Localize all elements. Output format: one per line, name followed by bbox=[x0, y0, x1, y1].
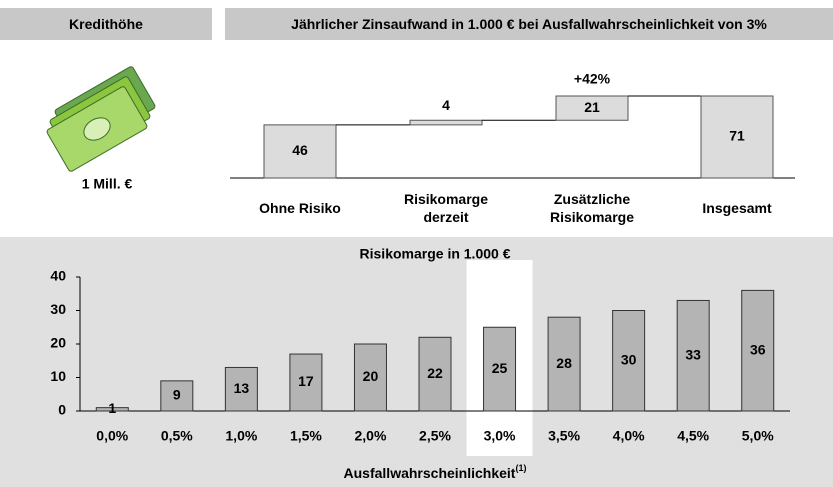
x-tick-label: Ohne Risiko bbox=[259, 200, 341, 216]
y-tick-label: 10 bbox=[50, 368, 66, 384]
bar bbox=[741, 289, 775, 412]
value-label: 30 bbox=[621, 351, 637, 367]
bar bbox=[224, 366, 258, 412]
x-tick-label: 5,0% bbox=[742, 428, 774, 444]
value-label: 22 bbox=[427, 365, 443, 381]
x-tick-label: 0,0% bbox=[96, 428, 128, 444]
header: Kredithöhe bbox=[0, 8, 212, 40]
header: Jährlicher Zinsaufwand in 1.000 € bei Au… bbox=[225, 8, 833, 40]
x-axis-label: Ausfallwahrscheinlichkeit(1) bbox=[344, 463, 527, 480]
y-tick-label: 40 bbox=[50, 268, 66, 284]
y-tick-label: 30 bbox=[50, 301, 66, 317]
money-icon bbox=[46, 66, 156, 172]
x-axis-label-note: (1) bbox=[515, 463, 526, 473]
x-tick-label: 1,5% bbox=[290, 428, 322, 444]
value-label: 46 bbox=[292, 142, 308, 158]
value-label: 36 bbox=[750, 341, 766, 357]
bar bbox=[612, 310, 646, 412]
value-label: 4 bbox=[442, 97, 450, 113]
bar bbox=[700, 95, 774, 179]
chart-title: Risikomarge in 1.000 € bbox=[360, 246, 511, 262]
x-tick-label: 2,0% bbox=[354, 428, 386, 444]
bar bbox=[263, 124, 337, 179]
value-label: 9 bbox=[173, 387, 181, 403]
annotation: +42% bbox=[574, 71, 611, 87]
x-tick-label: 1,0% bbox=[225, 428, 257, 444]
x-tick-label: Risikomarge derzeit bbox=[403, 191, 489, 225]
value-label: 1 bbox=[108, 400, 116, 416]
value-label: 25 bbox=[492, 360, 508, 376]
value-label: 13 bbox=[234, 380, 250, 396]
value-label: 20 bbox=[363, 368, 379, 384]
bar bbox=[555, 95, 629, 121]
x-tick-label: 4,5% bbox=[677, 428, 709, 444]
x-tick-label: 2,5% bbox=[419, 428, 451, 444]
value-label: 33 bbox=[685, 346, 701, 362]
x-tick-label: Zusätzliche Risikomarge bbox=[549, 191, 635, 225]
value-label: 71 bbox=[729, 128, 745, 144]
bar bbox=[676, 299, 710, 412]
bar bbox=[418, 336, 452, 412]
bar bbox=[95, 407, 129, 412]
caption: 1 Mill. € bbox=[82, 176, 133, 192]
x-tick-label: 4,0% bbox=[613, 428, 645, 444]
x-axis-label-text: Ausfallwahrscheinlichkeit bbox=[344, 465, 516, 481]
value-label: 28 bbox=[556, 355, 572, 371]
bar bbox=[483, 326, 517, 412]
value-label: 21 bbox=[584, 99, 600, 115]
x-tick-label: 0,5% bbox=[161, 428, 193, 444]
x-tick-label: 3,5% bbox=[548, 428, 580, 444]
value-label: 17 bbox=[298, 373, 314, 389]
x-tick-label: Insgesamt bbox=[702, 200, 772, 216]
y-tick-label: 0 bbox=[58, 402, 66, 418]
x-tick-label: 3,0% bbox=[484, 428, 516, 444]
bar bbox=[409, 119, 483, 126]
bar bbox=[547, 316, 581, 412]
bar bbox=[160, 380, 194, 412]
bar bbox=[353, 343, 387, 412]
bar bbox=[289, 353, 323, 412]
y-tick-label: 20 bbox=[50, 335, 66, 351]
